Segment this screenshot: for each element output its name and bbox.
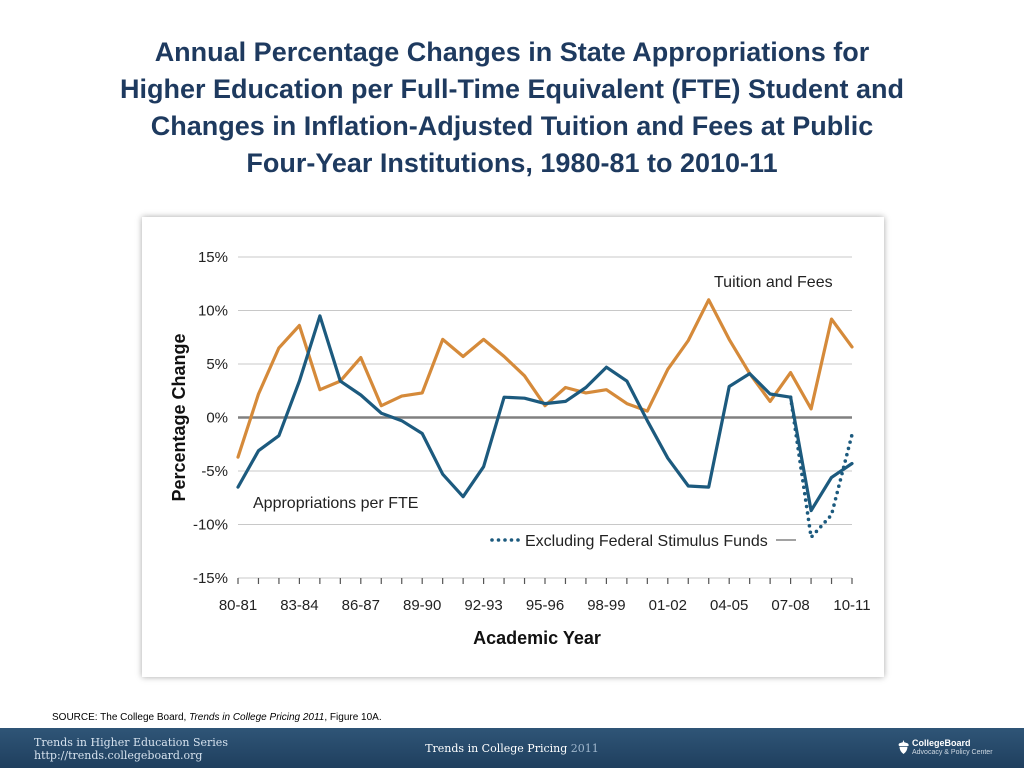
y-tick-label: 5% <box>206 356 228 373</box>
x-axis-title: Academic Year <box>473 628 601 648</box>
footer-bar <box>0 728 1024 768</box>
series-line-0 <box>236 298 854 459</box>
y-axis-title: Percentage Change <box>169 333 189 501</box>
title-line-2: Higher Education per Full-Time Equivalen… <box>119 74 905 104</box>
series-line-2 <box>788 395 854 540</box>
source-suffix: , Figure 10A. <box>324 712 382 723</box>
source-title: Trends in College Pricing 2011 <box>189 712 325 723</box>
footer-series-url[interactable]: http://trends.collegeboard.org <box>34 749 203 762</box>
x-tick-label: 83-84 <box>280 597 318 614</box>
x-tick-label: 04-05 <box>710 597 748 614</box>
footer-series: Trends in Higher Education Series http:/… <box>34 736 228 762</box>
y-tick-label: -15% <box>193 570 228 587</box>
logo-name: CollegeBoard <box>912 738 971 748</box>
title-line-3: Changes in Inflation-Adjusted Tuition an… <box>150 111 874 141</box>
source-prefix: SOURCE: The College Board, <box>52 712 190 723</box>
series-line-1 <box>236 314 854 513</box>
logo-subtitle: Advocacy & Policy Center <box>912 749 993 756</box>
data-point <box>831 514 832 515</box>
x-tick-label: 10-11 <box>833 597 870 614</box>
annotation-stimulus: Excluding Federal Stimulus Funds <box>525 533 768 550</box>
y-tick-label: 10% <box>198 303 228 320</box>
annotation-tuition: Tuition and Fees <box>714 274 833 291</box>
annotation-appropriations: Appropriations per FTE <box>253 495 418 512</box>
collegeboard-logo: CollegeBoard Advocacy & Policy Center <box>896 736 996 762</box>
y-tick-label: 0% <box>206 410 228 427</box>
acorn-icon <box>898 740 909 754</box>
footer-series-title: Trends in Higher Education Series <box>34 736 228 749</box>
footer-year: 2011 <box>570 742 599 755</box>
x-tick-label: 92-93 <box>464 597 502 614</box>
page-title: Annual Percentage Changes in State Appro… <box>40 34 984 182</box>
source-note: SOURCE: The College Board, Trends in Col… <box>52 712 382 723</box>
x-tick-label: 95-96 <box>526 597 564 614</box>
footer-center-title: Trends in College Pricing 2011 <box>0 742 1024 755</box>
chart-panel: 15% 10% 5% 0% -5% -10% -15% 80-81 83-84 86-87 89-9… <box>142 217 884 677</box>
x-tick-label: 80-81 <box>219 597 257 614</box>
line-chart: 15% 10% 5% 0% -5% -10% -15% 80-81 83-84 86-87 89-9… <box>169 249 871 648</box>
x-tick-label: 01-02 <box>649 597 687 614</box>
footer-publication: Trends in College Pricing <box>425 742 568 755</box>
y-tick-label: 15% <box>198 249 228 266</box>
y-tick-label: -10% <box>193 517 228 534</box>
x-tick-label: 89-90 <box>403 597 441 614</box>
x-tick-label: 86-87 <box>342 597 380 614</box>
x-tick-label: 98-99 <box>587 597 625 614</box>
y-tick-label: -5% <box>201 463 228 480</box>
title-line-4: Four-Year Institutions, 1980-81 to 2010-… <box>246 148 778 178</box>
x-tick-label: 07-08 <box>771 597 809 614</box>
title-line-1: Annual Percentage Changes in State Appro… <box>154 37 870 67</box>
